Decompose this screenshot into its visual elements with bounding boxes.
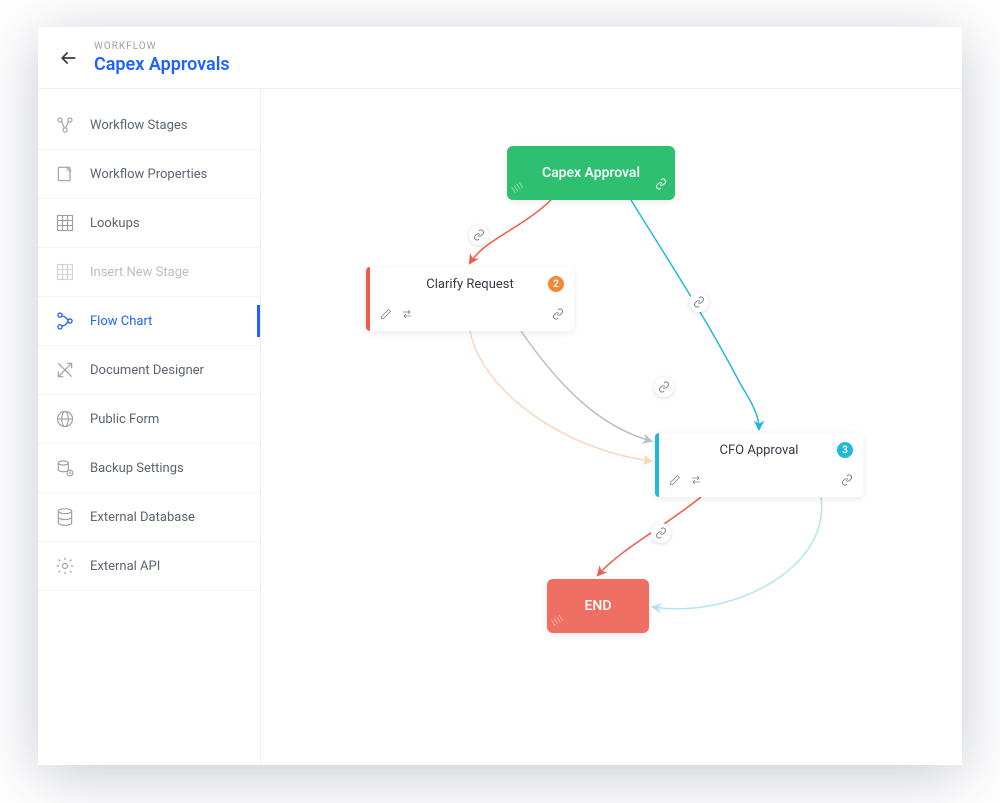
edge	[598, 497, 701, 575]
edge	[631, 200, 759, 429]
sidebar-item-database[interactable]: External Database	[38, 493, 260, 542]
stage-badge: 2	[548, 276, 564, 292]
globe-icon	[54, 408, 76, 430]
sidebar-item-designer[interactable]: Document Designer	[38, 346, 260, 395]
flow-node-end[interactable]: END ||||	[547, 579, 649, 633]
drag-handle-icon[interactable]: ||||	[550, 613, 565, 627]
flow-node-cfo[interactable]: CFO Approval 3	[655, 433, 863, 497]
header: WORKFLOW Capex Approvals	[38, 27, 962, 89]
edit-icon[interactable]	[669, 471, 681, 490]
sidebar: Workflow Stages Workflow Properties Lookup…	[38, 89, 261, 765]
edge-link-chip[interactable]	[654, 377, 674, 397]
edge-link-chip[interactable]	[689, 292, 709, 312]
flow-node-start[interactable]: Capex Approval ||||	[507, 146, 675, 200]
flowchart-icon	[54, 310, 76, 332]
properties-icon	[54, 163, 76, 185]
edge	[470, 331, 651, 461]
back-button[interactable]	[56, 46, 80, 70]
breadcrumb: WORKFLOW	[94, 41, 230, 52]
sidebar-item-label: Backup Settings	[90, 461, 184, 476]
stage-badge: 3	[837, 442, 853, 458]
sidebar-item-label: Public Form	[90, 412, 159, 427]
link-icon[interactable]	[552, 305, 564, 324]
sidebar-item-backup[interactable]: Backup Settings	[38, 444, 260, 493]
flowchart-canvas[interactable]: Capex Approval |||| Clarify Request 2 CFO Ap…	[261, 89, 962, 765]
stages-icon	[54, 114, 76, 136]
swap-icon[interactable]	[400, 305, 414, 324]
flow-node-clarify[interactable]: Clarify Request 2	[366, 267, 574, 331]
node-label: CFO Approval	[720, 443, 799, 458]
sidebar-item-properties[interactable]: Workflow Properties	[38, 150, 260, 199]
node-label: Clarify Request	[426, 277, 513, 292]
link-icon[interactable]	[655, 178, 667, 194]
sidebar-item-label: Workflow Stages	[90, 118, 187, 133]
edge	[521, 331, 651, 441]
edge	[653, 497, 822, 609]
sidebar-item-globe[interactable]: Public Form	[38, 395, 260, 444]
database-icon	[54, 506, 76, 528]
sidebar-item-label: External API	[90, 559, 160, 574]
edit-icon[interactable]	[380, 305, 392, 324]
sidebar-item-label: Workflow Properties	[90, 167, 207, 182]
sidebar-item-label: Insert New Stage	[90, 265, 189, 280]
insert-icon	[54, 261, 76, 283]
sidebar-item-label: Lookups	[90, 216, 140, 231]
sidebar-item-label: External Database	[90, 510, 195, 525]
sidebar-item-flowchart[interactable]: Flow Chart	[38, 297, 260, 346]
node-label: END	[585, 598, 612, 614]
node-label: Capex Approval	[542, 165, 640, 181]
sidebar-item-lookups[interactable]: Lookups	[38, 199, 260, 248]
lookups-icon	[54, 212, 76, 234]
sidebar-item-gear[interactable]: External API	[38, 542, 260, 591]
link-icon[interactable]	[841, 471, 853, 490]
edge-link-chip[interactable]	[469, 225, 489, 245]
swap-icon[interactable]	[689, 471, 703, 490]
designer-icon	[54, 359, 76, 381]
page-title: Capex Approvals	[94, 54, 230, 75]
sidebar-item-label: Document Designer	[90, 363, 204, 378]
drag-handle-icon[interactable]: ||||	[510, 180, 525, 194]
backup-icon	[54, 457, 76, 479]
sidebar-item-stages[interactable]: Workflow Stages	[38, 101, 260, 150]
edge-link-chip[interactable]	[651, 523, 671, 543]
gear-icon	[54, 555, 76, 577]
sidebar-item-label: Flow Chart	[90, 314, 152, 329]
sidebar-item-insert: Insert New Stage	[38, 248, 260, 297]
